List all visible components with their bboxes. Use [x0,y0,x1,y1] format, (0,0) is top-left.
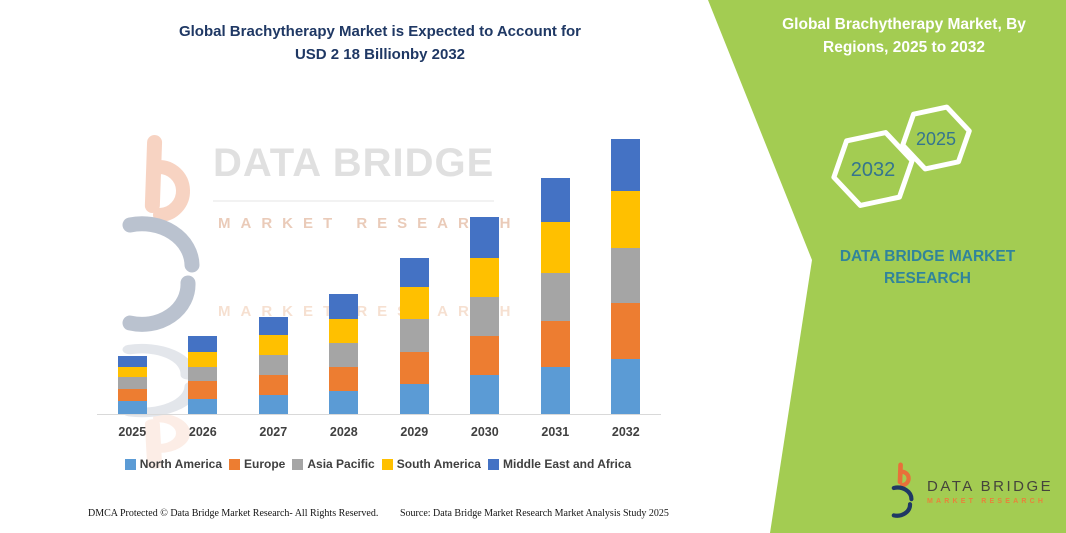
bar-segment [258,354,288,375]
chart-title: Global Brachytherapy Market is Expected … [60,20,700,67]
side-panel: Global Brachytherapy Market, By Regions,… [708,0,1066,533]
legend-label: Middle East and Africa [502,457,632,471]
bar-segment [470,296,500,336]
bar-segment [117,388,147,402]
legend-swatch [381,458,393,470]
legend-item: North America [124,457,223,471]
bar-segment [117,367,147,378]
hexagon-2032-icon [831,130,915,208]
dmca-text: DMCA Protected © Data Bridge Market Rese… [88,508,379,519]
bar-segment [329,391,359,414]
bar-segment [329,319,359,344]
source-text: Source: Data Bridge Market Research Mark… [400,508,669,519]
legend-item: Middle East and Africa [487,457,632,471]
legend-swatch [124,458,136,470]
dbmr-logo-text: DATA BRIDGE MARKET RESEARCH [927,478,1053,505]
bar-segment [470,374,500,414]
panel-brand-line1: DATA BRIDGE MARKET [839,248,1016,265]
chart-plot: 2025 2026 2027 2028 2029 2030 2031 2032 [97,125,661,439]
chart-legend: North America Europe Asia Pacific South Ame… [88,457,668,471]
legend-label: Asia Pacific [307,457,375,471]
bar-segment [540,367,570,414]
dbmr-logo: DATA BRIDGE MARKET RESEARCH [890,462,1053,520]
panel-heading-line1: Global Brachytherapy Market, By [782,16,1026,33]
hexagon-2032-label: 2032 [851,159,896,181]
bar-segment [188,352,218,368]
bar-segment [188,381,218,399]
chart-title-line2: USD 2 18 Billionby 2032 [294,46,466,64]
bar-segment [258,316,288,335]
x-tick-label: 2025 [118,425,147,439]
bar-segment [117,377,147,389]
bar-segment [117,355,147,368]
bar-segment [399,383,429,414]
hexagon-2025-icon [900,104,972,172]
x-tick-label: 2028 [329,425,358,439]
bar-segment [188,335,218,353]
bar-segment [117,401,147,414]
bar-segment [611,190,641,248]
legend-item: Asia Pacific [292,457,375,471]
dbmr-logo-icon [891,462,914,518]
legend-item: Europe [229,457,285,471]
panel-heading-line2: Regions, 2025 to 2032 [823,39,985,57]
bar-segment [540,320,570,368]
legend-item: South America [381,457,481,471]
bar-segment [399,352,429,384]
hexagon-badges: 2032 2025 [831,104,972,208]
bar-segment [611,358,641,414]
panel-brand-line2: RESEARCH [884,270,971,288]
legend-label: North America [139,457,223,471]
bar-segment [540,272,570,321]
x-tick-label: 2027 [259,425,288,439]
dbmr-logo-sub: MARKET RESEARCH [927,497,1047,505]
bar-segment [611,139,641,191]
x-tick-label: 2032 [611,425,640,439]
chart-title-line1: Global Brachytherapy Market is Expected … [178,23,582,40]
bar-segment [470,335,500,375]
legend-label: Europe [244,457,286,471]
legend-swatch [487,458,499,470]
bar-segment [611,303,641,359]
bar-segment [188,398,218,414]
panel-heading: Global Brachytherapy Market, By Regions,… [758,13,1050,60]
bar-segment [258,374,288,396]
bar-segment [470,217,500,258]
legend-label: South America [396,457,481,471]
bar-segment [329,367,359,392]
bar-segment [258,334,288,355]
x-tick-label: 2031 [541,425,570,439]
legend-swatch [292,458,304,470]
bar-segment [399,286,429,320]
bar-segment [329,343,359,368]
bar-segment [611,247,641,303]
x-tick-label: 2026 [188,425,217,439]
bar-segment [470,257,500,297]
dbmr-logo-name: DATA BRIDGE [927,477,1054,495]
bar-segment [399,319,429,353]
legend-swatch [229,458,241,470]
bar-segment [329,294,359,320]
bar-segment [399,257,429,287]
bar-segment [188,367,218,382]
bar-segment [258,395,288,414]
bar-segment [540,178,570,223]
x-tick-label: 2029 [400,425,429,439]
hexagon-2025-label: 2025 [916,129,956,149]
panel-brand-text: DATA BRIDGE MARKET RESEARCH [815,246,1040,291]
x-tick-label: 2030 [470,425,499,439]
bar-segment [540,222,570,273]
